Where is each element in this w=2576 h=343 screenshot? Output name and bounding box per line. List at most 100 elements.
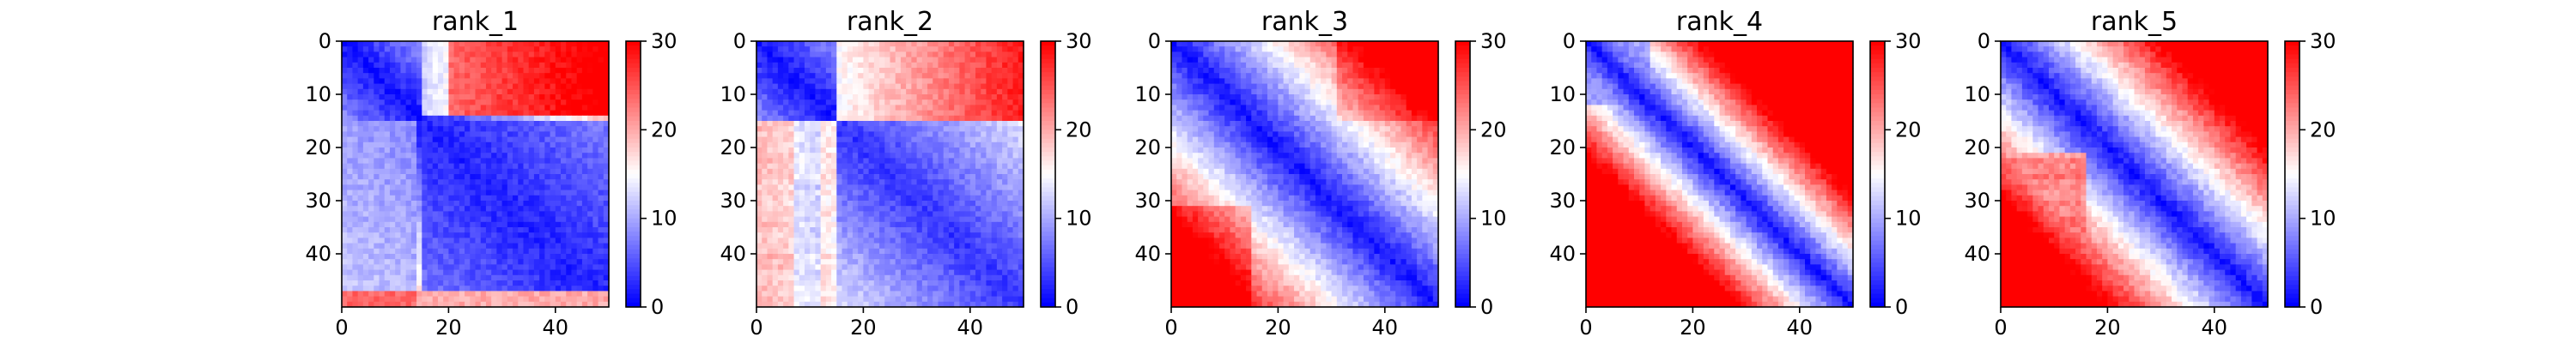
heatmap-cell [555, 291, 562, 298]
heatmap-cell [544, 147, 551, 153]
heatmap-cell [432, 221, 439, 228]
heatmap-cell [357, 83, 364, 90]
heatmap-cell [906, 121, 912, 127]
heatmap-cell [528, 83, 535, 90]
heatmap-cell [986, 206, 993, 212]
heatmap-cell [368, 110, 374, 117]
heatmap-cell [825, 78, 832, 85]
heatmap-cell [1007, 221, 1014, 228]
heatmap-cell [443, 280, 449, 286]
heatmap-cell [513, 94, 519, 100]
heatmap-cell [841, 264, 848, 271]
heatmap-cell [555, 254, 562, 260]
heatmap-cell [847, 195, 854, 202]
heatmap-cell [895, 286, 902, 292]
heatmap-cell [465, 136, 471, 143]
heatmap-cell [539, 264, 545, 271]
heatmap-cell [767, 280, 774, 286]
heatmap-cell [347, 174, 354, 180]
heatmap-cell [906, 174, 912, 180]
heatmap-cell [550, 286, 556, 292]
heatmap-cell [1002, 286, 1008, 292]
colorbar-segment [626, 218, 641, 224]
heatmap-cell [475, 179, 482, 185]
heatmap-cell [868, 68, 875, 74]
heatmap-cell [895, 168, 902, 175]
heatmap-cell [576, 221, 583, 228]
heatmap-cell [550, 174, 556, 180]
heatmap-cell [443, 57, 449, 63]
heatmap-cell [879, 147, 885, 153]
heatmap-cell [815, 286, 822, 292]
heatmap-cell [432, 41, 439, 47]
heatmap-cell [480, 227, 487, 233]
heatmap-cell [868, 280, 875, 286]
heatmap-cell [895, 232, 902, 238]
heatmap-cell [518, 73, 525, 79]
heatmap-cell [480, 73, 487, 79]
heatmap-cell [873, 259, 880, 265]
heatmap-cell [357, 131, 364, 138]
heatmap-cell [948, 121, 955, 127]
heatmap-cell [863, 190, 870, 196]
heatmap-cell [470, 51, 477, 58]
heatmap-cell [379, 83, 386, 90]
heatmap-cell [996, 105, 1003, 111]
heatmap-cell [422, 211, 428, 218]
heatmap-cell [772, 73, 779, 79]
heatmap-cell [783, 259, 789, 265]
heatmap-cell [815, 254, 822, 260]
heatmap-cell [555, 78, 562, 85]
heatmap-cell [890, 168, 896, 175]
heatmap-cell [395, 121, 402, 127]
heatmap-cell [470, 248, 477, 255]
heatmap-cell [395, 168, 402, 175]
heatmap-cell [539, 232, 545, 238]
heatmap-cell [374, 248, 380, 255]
heatmap-cell [566, 286, 573, 292]
heatmap-cell [948, 136, 955, 143]
heatmap-cell [485, 264, 492, 271]
heatmap-cell [767, 274, 774, 281]
heatmap-cell [948, 174, 955, 180]
heatmap-cell [927, 57, 933, 63]
heatmap-cell [788, 121, 795, 127]
heatmap-cell [581, 280, 588, 286]
heatmap-cell [437, 259, 444, 265]
heatmap-cell [389, 46, 396, 52]
heatmap-cell [587, 99, 593, 105]
heatmap-cell [507, 269, 513, 276]
heatmap-cell [581, 211, 588, 218]
heatmap-cell [475, 221, 482, 228]
heatmap-cell [943, 62, 950, 69]
heatmap-cell [485, 57, 492, 63]
heatmap-cell [959, 184, 966, 191]
heatmap-cell [384, 153, 391, 159]
heatmap-cell [906, 274, 912, 281]
heatmap-cell [825, 195, 832, 202]
heatmap-cell [379, 163, 386, 170]
heatmap-cell [879, 46, 885, 52]
heatmap-cell [799, 190, 805, 196]
heatmap-cell [485, 227, 492, 233]
heatmap-cell [539, 158, 545, 165]
heatmap-cell [539, 227, 545, 233]
heatmap-cell [561, 232, 567, 238]
heatmap-cell [959, 259, 966, 265]
heatmap-cell [981, 248, 987, 255]
heatmap-cell [555, 41, 562, 47]
heatmap-cell [465, 190, 471, 196]
heatmap-cell [459, 211, 465, 218]
heatmap-cell [810, 232, 817, 238]
heatmap-cell [996, 264, 1003, 271]
heatmap-cell [783, 78, 789, 85]
heatmap-cell [507, 296, 513, 303]
heatmap-cell [815, 216, 822, 223]
heatmap-cell [400, 248, 407, 255]
heatmap-cell [470, 174, 477, 180]
heatmap-cell [395, 153, 402, 159]
heatmap-cell [906, 131, 912, 138]
heatmap-cell [598, 286, 605, 292]
heatmap-cell [459, 73, 465, 79]
heatmap-cell [389, 227, 396, 233]
